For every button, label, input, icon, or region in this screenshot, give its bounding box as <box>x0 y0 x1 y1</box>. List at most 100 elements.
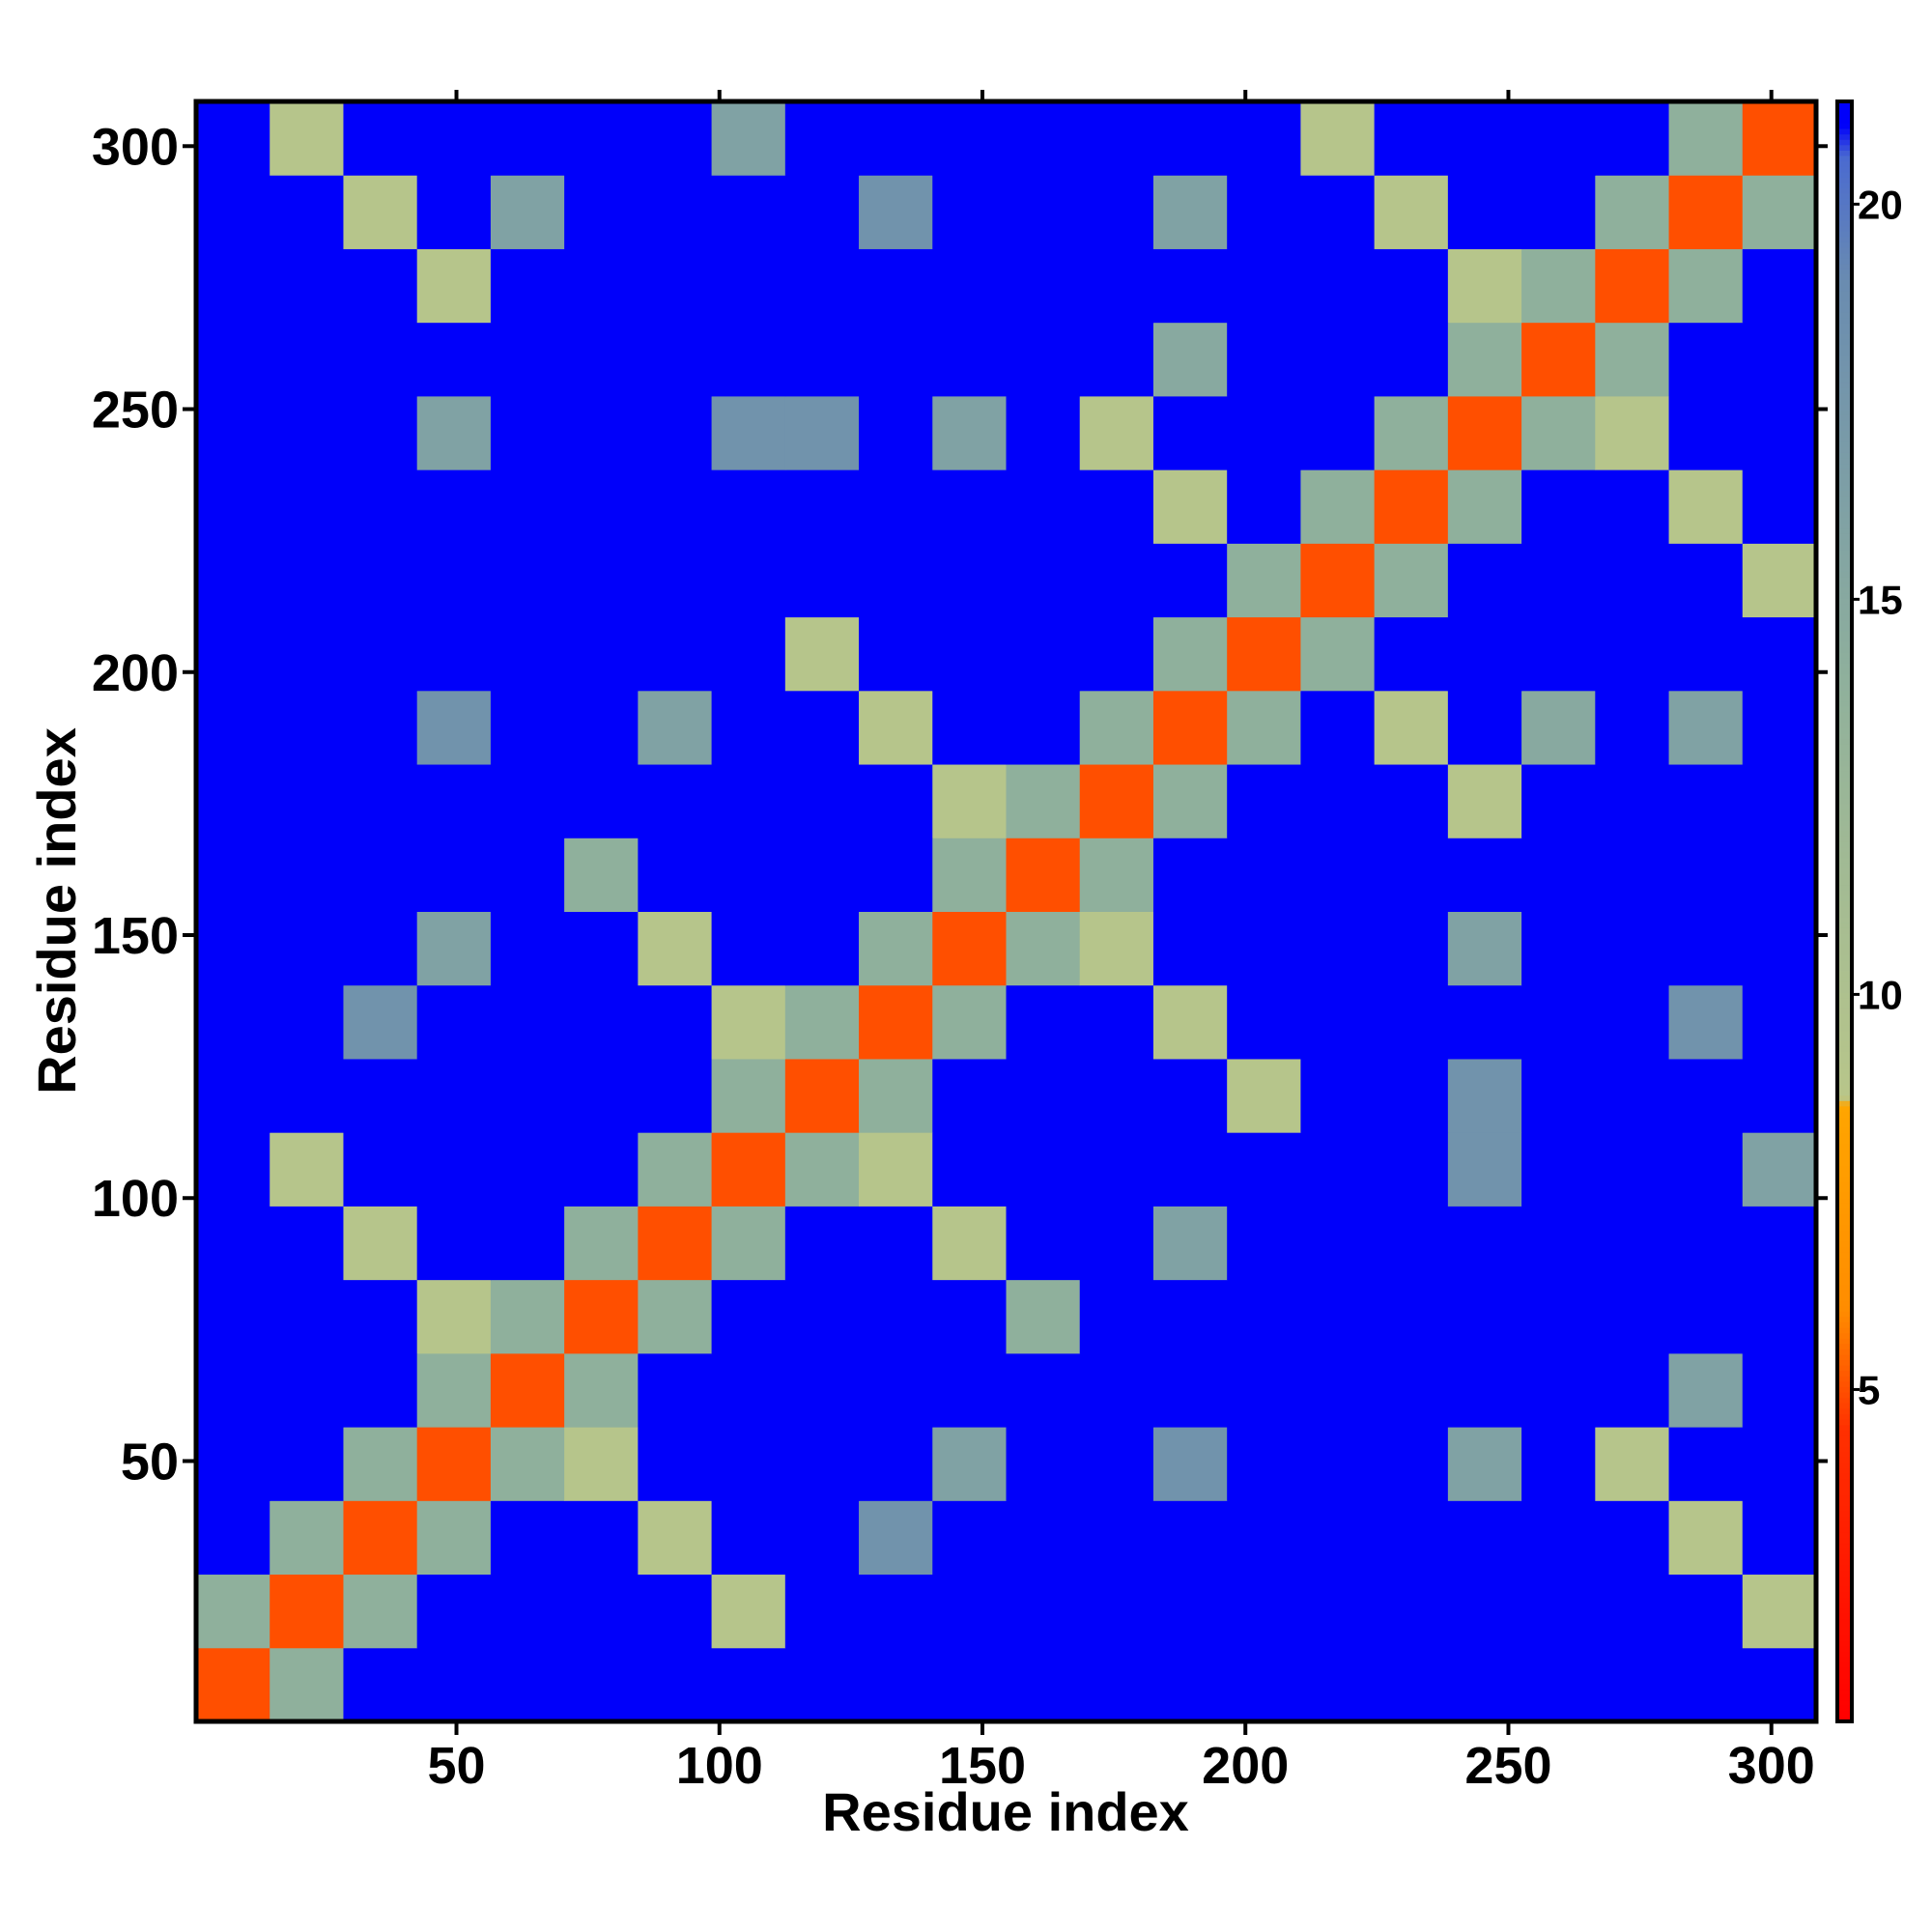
heatmap-cell <box>1668 911 1744 986</box>
heatmap-cell <box>784 838 860 912</box>
heatmap-cell <box>416 101 492 176</box>
heatmap-cell <box>1668 101 1744 176</box>
heatmap-cell <box>270 911 344 986</box>
colorbar-segment <box>1837 242 1852 248</box>
colorbar-segment <box>1837 1165 1852 1172</box>
colorbar-segment <box>1837 1181 1852 1188</box>
colorbar-segment <box>1837 884 1852 891</box>
colorbar-segment <box>1837 1246 1852 1253</box>
heatmap-cell <box>638 616 713 692</box>
heatmap-cell <box>1595 395 1670 470</box>
heatmap-cell <box>1006 1279 1081 1354</box>
colorbar-segment <box>1837 1694 1852 1701</box>
heatmap-cell <box>1374 1427 1449 1501</box>
colorbar-segment <box>1837 128 1852 135</box>
heatmap-cell <box>1227 175 1301 249</box>
colorbar-segment <box>1837 700 1852 707</box>
colorbar-tick-label: 15 <box>1858 577 1903 622</box>
colorbar-segment <box>1837 959 1852 966</box>
colorbar-segment <box>1837 986 1852 993</box>
colorbar-tick-label: 10 <box>1858 972 1903 1017</box>
heatmap-cell <box>932 1132 1007 1207</box>
colorbar-segment <box>1837 246 1852 254</box>
heatmap-cell <box>1227 1352 1301 1428</box>
heatmap-cell <box>564 175 639 249</box>
heatmap-cell <box>416 248 492 324</box>
heatmap-cell <box>1742 248 1817 324</box>
heatmap-cell <box>1227 984 1301 1060</box>
colorbar-segment <box>1837 1067 1852 1074</box>
colorbar-segment <box>1837 1343 1852 1350</box>
heatmap-cell <box>1595 616 1670 692</box>
heatmap-cell <box>1447 1058 1522 1133</box>
heatmap-cell <box>1152 101 1228 176</box>
heatmap-cell <box>1006 543 1081 618</box>
heatmap-cell <box>1374 469 1449 544</box>
heatmap-cell <box>416 1206 492 1281</box>
heatmap-cell <box>1006 690 1081 765</box>
colorbar-segment <box>1837 1143 1852 1151</box>
heatmap-cell <box>490 1206 565 1281</box>
heatmap-cell <box>784 469 860 544</box>
heatmap-cell <box>196 1058 270 1133</box>
heatmap-cell <box>1006 1574 1081 1649</box>
heatmap-cell <box>564 764 639 838</box>
colorbar-segment <box>1837 1089 1852 1096</box>
colorbar-segment <box>1837 123 1852 129</box>
colorbar-segment <box>1837 160 1852 167</box>
colorbar-segment <box>1837 722 1852 729</box>
heatmap-cell <box>1006 1427 1081 1501</box>
colorbar-segment <box>1837 1326 1852 1334</box>
heatmap-cell <box>490 616 565 692</box>
colorbar-segment <box>1837 846 1852 853</box>
heatmap-cell <box>1447 616 1522 692</box>
heatmap-cell <box>1595 1279 1670 1354</box>
heatmap-cell <box>343 616 418 692</box>
heatmap-cell <box>711 1132 786 1207</box>
colorbar-segment <box>1837 1149 1852 1155</box>
x-tick-label: 150 <box>939 1737 1026 1795</box>
heatmap-cell <box>1521 616 1596 692</box>
colorbar-segment <box>1837 1634 1852 1641</box>
colorbar-segment <box>1837 344 1852 351</box>
heatmap-cell <box>416 543 492 618</box>
heatmap-cell <box>270 1132 344 1207</box>
colorbar-segment <box>1837 727 1852 734</box>
heatmap-cell <box>932 101 1007 176</box>
colorbar-segment <box>1837 1651 1852 1658</box>
colorbar-segment <box>1837 992 1852 999</box>
heatmap-cell <box>1447 1352 1522 1428</box>
colorbar-segment <box>1837 1240 1852 1247</box>
heatmap-cell <box>196 1206 270 1281</box>
colorbar-segment <box>1837 646 1852 653</box>
heatmap-cell <box>711 175 786 249</box>
heatmap-cell <box>343 690 418 765</box>
heatmap-cell <box>343 1058 418 1133</box>
heatmap-cell <box>1006 838 1081 912</box>
colorbar-segment <box>1837 1462 1852 1468</box>
heatmap-cell <box>270 1574 344 1649</box>
heatmap-cell <box>1742 1500 1817 1576</box>
heatmap-cell <box>1742 984 1817 1060</box>
heatmap-cell <box>490 1647 565 1722</box>
heatmap-cell <box>270 1279 344 1354</box>
heatmap-cell <box>270 1647 344 1722</box>
heatmap-cell <box>1374 543 1449 618</box>
heatmap-cell <box>932 616 1007 692</box>
heatmap-cell <box>1079 469 1154 544</box>
colorbar-segment <box>1837 187 1852 194</box>
heatmap-cell <box>270 101 344 176</box>
heatmap-cell <box>1152 1647 1228 1722</box>
heatmap-cell <box>196 690 270 765</box>
colorbar-segment <box>1837 252 1852 259</box>
heatmap-cell <box>1374 838 1449 912</box>
heatmap-cell <box>416 911 492 986</box>
heatmap-cell <box>859 1279 933 1354</box>
heatmap-cell <box>638 1132 713 1207</box>
colorbar-segment <box>1837 711 1852 718</box>
colorbar-segment <box>1837 663 1852 669</box>
heatmap-cell <box>859 984 933 1060</box>
colorbar-segment <box>1837 576 1852 583</box>
colorbar-segment <box>1837 1176 1852 1182</box>
heatmap-cell <box>638 1427 713 1501</box>
